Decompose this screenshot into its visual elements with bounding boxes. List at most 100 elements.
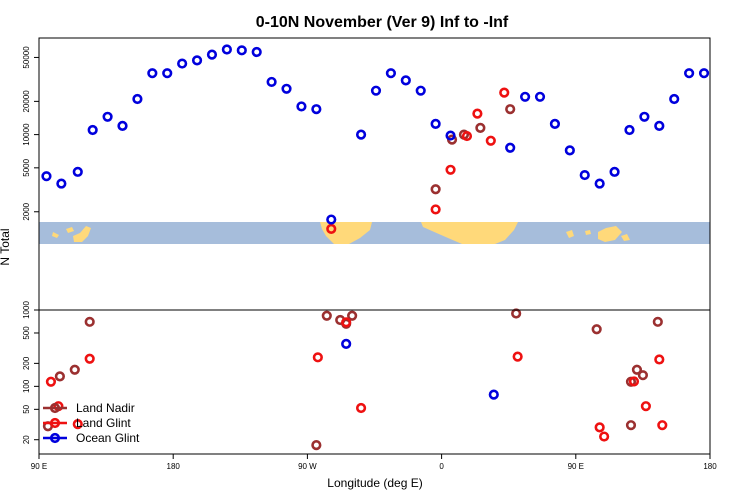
land-shape bbox=[621, 234, 630, 241]
ocean-glint-point bbox=[385, 68, 397, 79]
land-nadir-point bbox=[347, 310, 358, 321]
land-nadir-point bbox=[505, 104, 516, 115]
ocean-glint-point bbox=[564, 145, 575, 156]
plot-frame bbox=[38, 37, 711, 455]
x-tick-label: 90 W bbox=[298, 462, 317, 471]
x-tick-label: 90 E bbox=[31, 462, 47, 471]
ocean-glint-point bbox=[251, 46, 262, 58]
land-glint-point bbox=[445, 164, 456, 175]
legend-label-ocean-glint: Ocean Glint bbox=[76, 431, 140, 445]
ocean-glint-point bbox=[654, 120, 665, 131]
ocean-glint-point bbox=[56, 178, 67, 189]
ocean-glint-point bbox=[281, 83, 292, 94]
ocean-glint-point bbox=[609, 166, 620, 177]
y-tick-label: 2000 bbox=[22, 202, 31, 220]
ocean-glint-point bbox=[326, 214, 337, 225]
ocean-glint-point bbox=[488, 389, 499, 400]
ocean-glint-point bbox=[41, 171, 52, 182]
land-glint-point bbox=[72, 419, 83, 430]
ocean-glint-point bbox=[341, 338, 352, 349]
land-nadir-point bbox=[591, 324, 602, 335]
y-tick-label: 50000 bbox=[22, 46, 31, 69]
ocean-glint-point bbox=[639, 111, 650, 122]
land-nadir-point bbox=[430, 184, 441, 195]
ocean-glint-point bbox=[505, 142, 516, 153]
land-shape bbox=[52, 232, 59, 238]
ocean-glint-point bbox=[579, 169, 590, 181]
y-axis-lower: 20 50 100 200 500 1000 bbox=[22, 301, 39, 444]
ocean-glint-point bbox=[236, 45, 247, 56]
ocean-band bbox=[39, 222, 710, 244]
land-nadir-point bbox=[54, 371, 65, 382]
y-tick-label: 20000 bbox=[22, 90, 31, 113]
ocean-glint-point bbox=[549, 118, 561, 130]
legend-marker-land-glint bbox=[49, 417, 61, 429]
ocean-glint-point bbox=[221, 44, 232, 55]
world-map-band bbox=[39, 222, 710, 244]
land-shapes bbox=[52, 222, 630, 244]
land-glint-point bbox=[657, 420, 668, 431]
ocean-glint-point bbox=[87, 124, 98, 136]
land-glint-point bbox=[654, 354, 665, 365]
ocean-glint-point bbox=[698, 68, 710, 79]
land-nadir-point bbox=[631, 364, 643, 375]
land-glint-point bbox=[640, 401, 651, 412]
land-nadir-point bbox=[69, 364, 80, 375]
y-axis-label: N Total bbox=[0, 228, 12, 265]
land-glint-point bbox=[341, 317, 352, 328]
y-tick-label: 100 bbox=[22, 379, 31, 393]
y-tick-label: 50 bbox=[22, 404, 31, 413]
land-nadir-point bbox=[511, 308, 522, 319]
land-shape bbox=[566, 230, 574, 238]
land-glint-point bbox=[499, 87, 510, 98]
land-glint-point bbox=[326, 223, 337, 234]
land-nadir-point bbox=[637, 370, 649, 381]
ocean-glint-point bbox=[296, 101, 307, 112]
land-nadir-point bbox=[311, 440, 322, 451]
land-glint-point bbox=[594, 422, 605, 433]
ocean-glint-point bbox=[415, 85, 426, 96]
ocean-glint-point bbox=[311, 104, 322, 115]
x-axis: 90 E 180 90 W 0 90 E 180 bbox=[31, 454, 717, 471]
land-nadir-point bbox=[625, 420, 637, 431]
ocean-glint-point bbox=[624, 124, 635, 136]
land-glint-point bbox=[599, 431, 610, 442]
land-nadir-point bbox=[84, 316, 95, 327]
land-shape bbox=[66, 227, 74, 233]
y-tick-label: 500 bbox=[22, 326, 31, 340]
land-glint-point bbox=[628, 376, 640, 387]
land-shape bbox=[598, 226, 622, 242]
ocean-glint-point bbox=[177, 58, 188, 69]
land-glint-point bbox=[485, 135, 496, 146]
ocean-glint-point bbox=[102, 111, 113, 122]
land-glint-point bbox=[461, 130, 473, 142]
land-shape bbox=[421, 222, 518, 244]
land-glint-point bbox=[45, 376, 57, 387]
land-glint-point bbox=[472, 108, 483, 119]
ocean-glint-point bbox=[355, 129, 367, 140]
ocean-glint-point bbox=[117, 120, 128, 131]
y-tick-label: 1000 bbox=[22, 301, 31, 319]
ocean-glint-point bbox=[162, 68, 173, 79]
x-tick-label: 90 E bbox=[568, 462, 584, 471]
y-tick-label: 5000 bbox=[22, 158, 31, 176]
legend-label-land-nadir: Land Nadir bbox=[76, 401, 135, 415]
y-tick-label: 10000 bbox=[22, 123, 31, 146]
ocean-glint-point bbox=[669, 93, 680, 105]
y-axis-upper: 2000 5000 10000 20000 50000 bbox=[22, 46, 39, 221]
chart-title: 0-10N November (Ver 9) Inf to -Inf bbox=[256, 14, 509, 31]
ocean-glint-point bbox=[206, 49, 218, 60]
ocean-glint-point bbox=[132, 93, 143, 105]
land-shape bbox=[320, 222, 372, 244]
x-tick-label: 180 bbox=[167, 462, 181, 471]
land-glint-point bbox=[512, 351, 523, 362]
ocean-glint-point bbox=[520, 91, 531, 102]
ocean-glint-point bbox=[147, 68, 158, 79]
x-axis-label: Longitude (deg E) bbox=[327, 476, 422, 490]
ocean-glint-point bbox=[594, 178, 605, 189]
land-nadir-point bbox=[475, 122, 486, 134]
ocean-glint-point bbox=[370, 85, 382, 96]
land-shape bbox=[73, 226, 91, 242]
